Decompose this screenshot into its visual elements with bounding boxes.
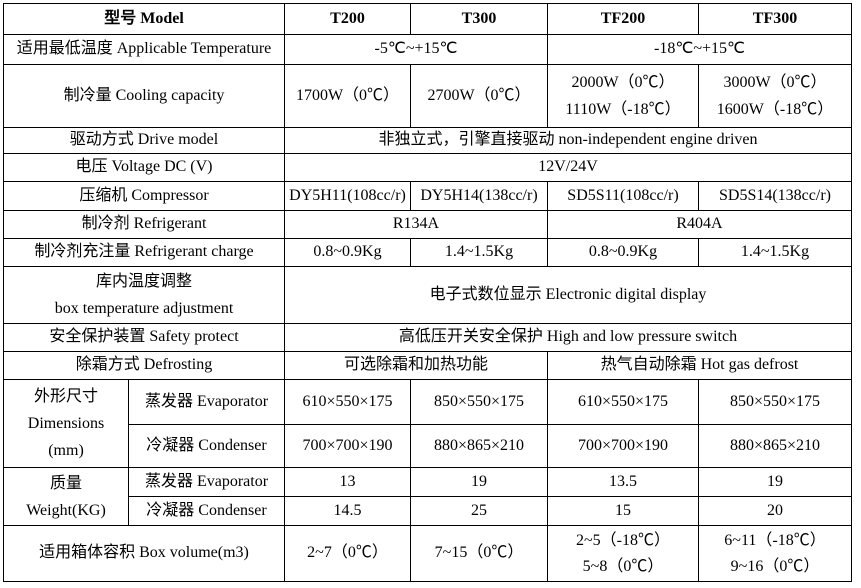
row-weight-evaporator: 质量 Weight(KG) 蒸发器 Evaporator 13 19 13.5 …	[3, 467, 852, 526]
weight-label-cn: 质量	[49, 474, 82, 492]
dimensions-condenser-tf200: 700×700×190	[547, 424, 699, 468]
applicable-temperature-label: 适用最低温度 Applicable Temperature	[3, 34, 285, 65]
row-refrigerant-charge: 制冷剂充注量 Refrigerant charge 0.8~0.9Kg 1.4~…	[3, 238, 852, 267]
dimensions-evaporator-tf200: 610×550×175	[547, 379, 699, 425]
cooling-capacity-tf200-line2: 1110W（-18℃）	[565, 101, 681, 118]
cooling-capacity-t200: 1700W（0℃）	[284, 64, 411, 128]
refrigerant-tf: R404A	[547, 210, 852, 239]
weight-condenser-label: 冷凝器 Condenser	[128, 496, 285, 526]
box-volume-tf300: 6~11（-18℃） 9~16（0℃）	[698, 525, 852, 582]
refrigerant-label: 制冷剂 Refrigerant	[3, 210, 285, 239]
cooling-capacity-tf300-line2: 1600W（-18℃）	[716, 101, 834, 118]
row-model: 型号 Model T200 T300 TF200 TF300	[3, 3, 852, 35]
safety-protect-value: 高低压开关安全保护 High and low pressure switch	[284, 323, 852, 352]
dimensions-label-en: Dimensions	[27, 415, 105, 432]
model-tf300: TF300	[698, 3, 852, 35]
applicable-temperature-t: -5℃~+15℃	[284, 34, 548, 65]
cooling-capacity-t300: 2700W（0℃）	[410, 64, 548, 128]
cooling-capacity-tf200: 2000W（0℃） 1110W（-18℃）	[547, 64, 699, 128]
weight-condenser-t200: 14.5	[284, 496, 411, 526]
weight-label: 质量 Weight(KG)	[3, 467, 129, 526]
compressor-tf200: SD5S11(108cc/r)	[547, 181, 699, 211]
model-t300: T300	[410, 3, 548, 35]
box-volume-tf200-line1: 2~5（-18℃）	[576, 531, 670, 549]
box-volume-t300: 7~15（0℃）	[410, 525, 548, 582]
dimensions-evaporator-tf300: 850×550×175	[698, 379, 852, 425]
box-volume-tf200-line2: 5~8（0℃）	[582, 557, 664, 575]
cooling-capacity-tf300-line1: 3000W（0℃）	[723, 74, 827, 91]
box-temperature-adjustment-label-cn: 库内温度调整	[95, 273, 192, 290]
defrosting-label: 除霜方式 Defrosting	[3, 351, 285, 380]
box-volume-tf300-line1: 6~11（-18℃）	[724, 531, 826, 549]
refrigerant-charge-tf200: 0.8~0.9Kg	[547, 238, 699, 267]
compressor-label: 压缩机 Compressor	[3, 181, 285, 211]
spec-table: 型号 Model T200 T300 TF200 TF300 适用最低温度 Ap…	[3, 3, 852, 582]
weight-label-en: Weight(KG)	[26, 501, 106, 519]
weight-evaporator-t200: 13	[284, 467, 411, 497]
cooling-capacity-tf200-line1: 2000W（0℃）	[571, 74, 675, 91]
dimensions-evaporator-label: 蒸发器 Evaporator	[128, 379, 285, 425]
weight-condenser-tf200: 15	[547, 496, 699, 526]
weight-evaporator-t300: 19	[410, 467, 548, 497]
model-header-label: 型号 Model	[3, 3, 285, 35]
row-dimensions-evaporator: 外形尺寸 Dimensions (mm) 蒸发器 Evaporator 610×…	[3, 379, 852, 468]
row-cooling-capacity: 制冷量 Cooling capacity 1700W（0℃） 2700W（0℃）…	[3, 64, 852, 128]
box-volume-t200: 2~7（0℃）	[284, 525, 411, 582]
dimensions-label-cn: 外形尺寸	[33, 388, 98, 405]
row-dimensions-condenser: 冷凝器 Condenser 700×700×190 880×865×210 70…	[4, 424, 852, 468]
applicable-temperature-tf: -18℃~+15℃	[547, 34, 852, 65]
voltage-value: 12V/24V	[284, 153, 852, 182]
row-weight-condenser: 冷凝器 Condenser 14.5 25 15 20	[4, 496, 852, 526]
box-volume-tf200: 2~5（-18℃） 5~8（0℃）	[547, 525, 699, 582]
model-tf200: TF200	[547, 3, 699, 35]
model-t200: T200	[284, 3, 411, 35]
row-drive-model: 驱动方式 Drive model 非独立式，引擎直接驱动 non-indepen…	[3, 127, 852, 154]
row-voltage: 电压 Voltage DC (V) 12V/24V	[3, 153, 852, 182]
refrigerant-t: R134A	[284, 210, 548, 239]
refrigerant-charge-label: 制冷剂充注量 Refrigerant charge	[3, 238, 285, 267]
box-temperature-adjustment-value: 电子式数位显示 Electronic digital display	[284, 266, 852, 324]
refrigerant-charge-tf300: 1.4~1.5Kg	[698, 238, 852, 267]
defrosting-tf: 热气自动除霜 Hot gas defrost	[547, 351, 852, 380]
dimensions-condenser-label: 冷凝器 Condenser	[128, 424, 285, 468]
cooling-capacity-label: 制冷量 Cooling capacity	[3, 64, 285, 128]
dimensions-evaporator-t300: 850×550×175	[410, 379, 548, 425]
row-applicable-temperature: 适用最低温度 Applicable Temperature -5℃~+15℃ -…	[3, 34, 852, 65]
box-temperature-adjustment-label: 库内温度调整 box temperature adjustment	[3, 266, 285, 324]
compressor-t200: DY5H11(108cc/r)	[284, 181, 411, 211]
cooling-capacity-tf300: 3000W（0℃） 1600W（-18℃）	[698, 64, 852, 128]
refrigerant-charge-t200: 0.8~0.9Kg	[284, 238, 411, 267]
drive-model-value: 非独立式，引擎直接驱动 non-independent engine drive…	[284, 127, 852, 154]
compressor-t300: DY5H14(138cc/r)	[410, 181, 548, 211]
weight-condenser-t300: 25	[410, 496, 548, 526]
weight-condenser-tf300: 20	[698, 496, 852, 526]
dimensions-condenser-tf300: 880×865×210	[698, 424, 852, 468]
row-refrigerant: 制冷剂 Refrigerant R134A R404A	[3, 210, 852, 239]
row-box-temperature-adjustment: 库内温度调整 box temperature adjustment 电子式数位显…	[3, 266, 852, 324]
row-box-volume: 适用箱体容积 Box volume(m3) 2~7（0℃） 7~15（0℃） 2…	[3, 525, 852, 582]
dimensions-evaporator-t200: 610×550×175	[284, 379, 411, 425]
row-defrosting: 除霜方式 Defrosting 可选除霜和加热功能 热气自动除霜 Hot gas…	[3, 351, 852, 380]
box-temperature-adjustment-label-en: box temperature adjustment	[54, 300, 234, 317]
dimensions-label-unit: (mm)	[48, 442, 84, 459]
row-safety-protect: 安全保护装置 Safety protect 高低压开关安全保护 High and…	[3, 323, 852, 352]
voltage-label: 电压 Voltage DC (V)	[3, 153, 285, 182]
safety-protect-label: 安全保护装置 Safety protect	[3, 323, 285, 352]
dimensions-condenser-t300: 880×865×210	[410, 424, 548, 468]
row-compressor: 压缩机 Compressor DY5H11(108cc/r) DY5H14(13…	[3, 181, 852, 211]
box-volume-tf300-line2: 9~16（0℃）	[730, 557, 820, 575]
box-volume-label: 适用箱体容积 Box volume(m3)	[3, 525, 285, 582]
weight-evaporator-tf300: 19	[698, 467, 852, 497]
dimensions-condenser-t200: 700×700×190	[284, 424, 411, 468]
defrosting-t: 可选除霜和加热功能	[284, 351, 548, 380]
weight-evaporator-label: 蒸发器 Evaporator	[128, 467, 285, 497]
weight-evaporator-tf200: 13.5	[547, 467, 699, 497]
refrigerant-charge-t300: 1.4~1.5Kg	[410, 238, 548, 267]
compressor-tf300: SD5S14(138cc/r)	[698, 181, 852, 211]
drive-model-label: 驱动方式 Drive model	[3, 127, 285, 154]
dimensions-label: 外形尺寸 Dimensions (mm)	[3, 379, 129, 468]
